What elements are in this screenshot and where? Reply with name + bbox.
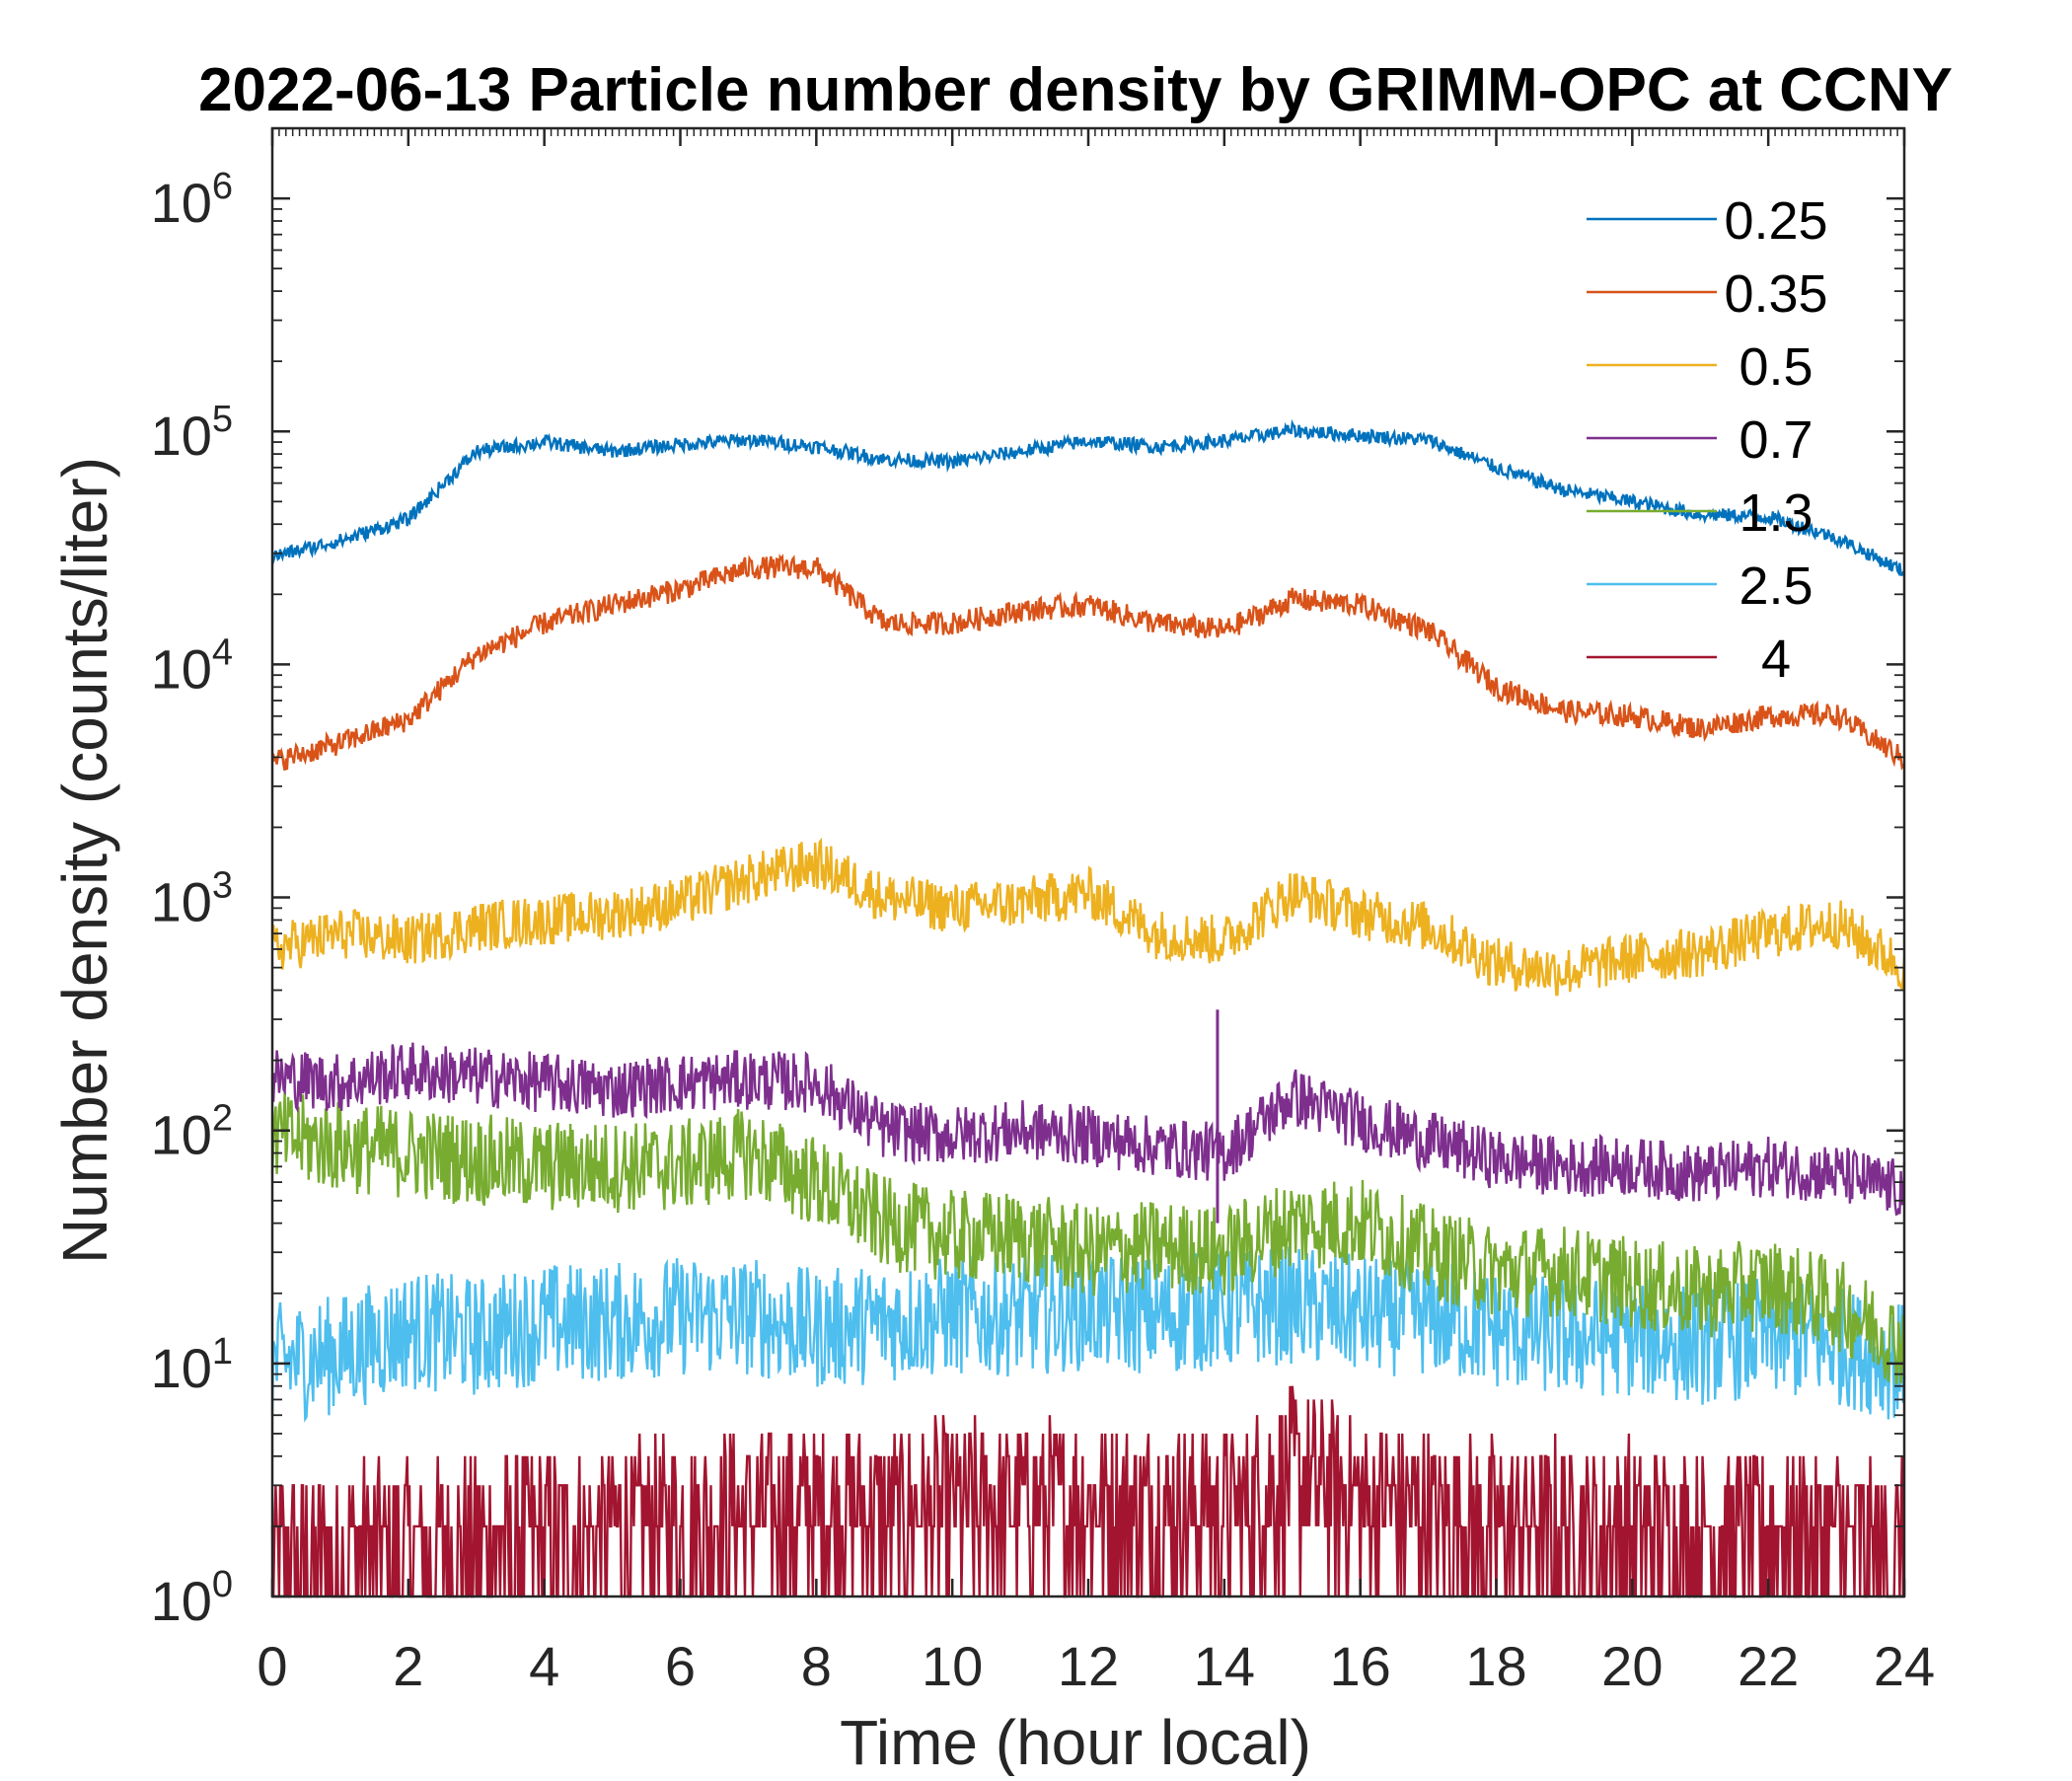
y-tick-label: 103 bbox=[151, 865, 233, 933]
series-line-0_7 bbox=[270, 1042, 1906, 1217]
legend-label: 0.5 bbox=[1739, 337, 1813, 397]
y-tick-label: 101 bbox=[151, 1331, 233, 1399]
y-tick-labels: 100 101 102 103 104 105 106 bbox=[151, 166, 233, 1632]
legend-label: 1.3 bbox=[1739, 483, 1813, 543]
y-tick-label: 100 bbox=[151, 1564, 233, 1632]
series-layer bbox=[270, 418, 1906, 1598]
legend-item: 4 bbox=[1587, 630, 1791, 689]
legend-item: 0.5 bbox=[1587, 337, 1813, 397]
series-line-0_5 bbox=[270, 837, 1906, 997]
legend-label: 0.25 bbox=[1724, 191, 1827, 251]
x-tick-labels: 0 2 4 6 8 10 12 14 16 18 20 22 24 bbox=[257, 1635, 1935, 1697]
x-tick-label: 20 bbox=[1601, 1635, 1663, 1697]
legend-label: 0.7 bbox=[1739, 410, 1813, 470]
x-tick-label: 0 bbox=[257, 1635, 287, 1697]
tick-marks bbox=[270, 127, 1906, 1598]
x-tick-label: 12 bbox=[1058, 1635, 1119, 1697]
legend-label: 4 bbox=[1761, 630, 1791, 689]
y-tick-label: 104 bbox=[151, 631, 233, 700]
x-tick-label: 10 bbox=[922, 1635, 983, 1697]
legend-label: 2.5 bbox=[1739, 557, 1813, 616]
y-tick-label: 105 bbox=[151, 399, 233, 467]
y-tick-label: 102 bbox=[151, 1098, 233, 1166]
x-tick-label: 8 bbox=[801, 1635, 832, 1697]
x-tick-label: 14 bbox=[1194, 1635, 1255, 1697]
x-axis-label: Time (hour local) bbox=[840, 1707, 1311, 1776]
series-line-1_3 bbox=[270, 1091, 1906, 1385]
legend-item: 0.35 bbox=[1587, 264, 1828, 324]
series-line-0_25 bbox=[270, 418, 1905, 577]
x-tick-label: 6 bbox=[665, 1635, 696, 1697]
y-axis-label: Number density (counts/liter) bbox=[49, 457, 120, 1264]
x-tick-label: 4 bbox=[529, 1635, 559, 1697]
y-tick-label: 106 bbox=[151, 166, 233, 234]
x-tick-label: 16 bbox=[1330, 1635, 1391, 1697]
series-line-4 bbox=[270, 1385, 1905, 1598]
legend-item: 1.3 bbox=[1587, 483, 1813, 543]
series-line-0_35 bbox=[270, 553, 1906, 772]
legend-label: 0.35 bbox=[1724, 264, 1827, 324]
chart-title: 2022-06-13 Particle number density by GR… bbox=[198, 56, 1953, 124]
x-tick-label: 18 bbox=[1465, 1635, 1526, 1697]
legend: 0.25 0.35 0.5 0.7 1.3 2.5 4 bbox=[1587, 191, 1828, 689]
x-tick-label: 22 bbox=[1738, 1635, 1799, 1697]
legend-item: 0.25 bbox=[1587, 191, 1828, 251]
x-tick-label: 24 bbox=[1874, 1635, 1935, 1697]
legend-item: 0.7 bbox=[1587, 410, 1813, 470]
series-line-2_5 bbox=[270, 1244, 1906, 1423]
x-tick-label: 2 bbox=[393, 1635, 423, 1697]
legend-item: 2.5 bbox=[1587, 557, 1813, 616]
